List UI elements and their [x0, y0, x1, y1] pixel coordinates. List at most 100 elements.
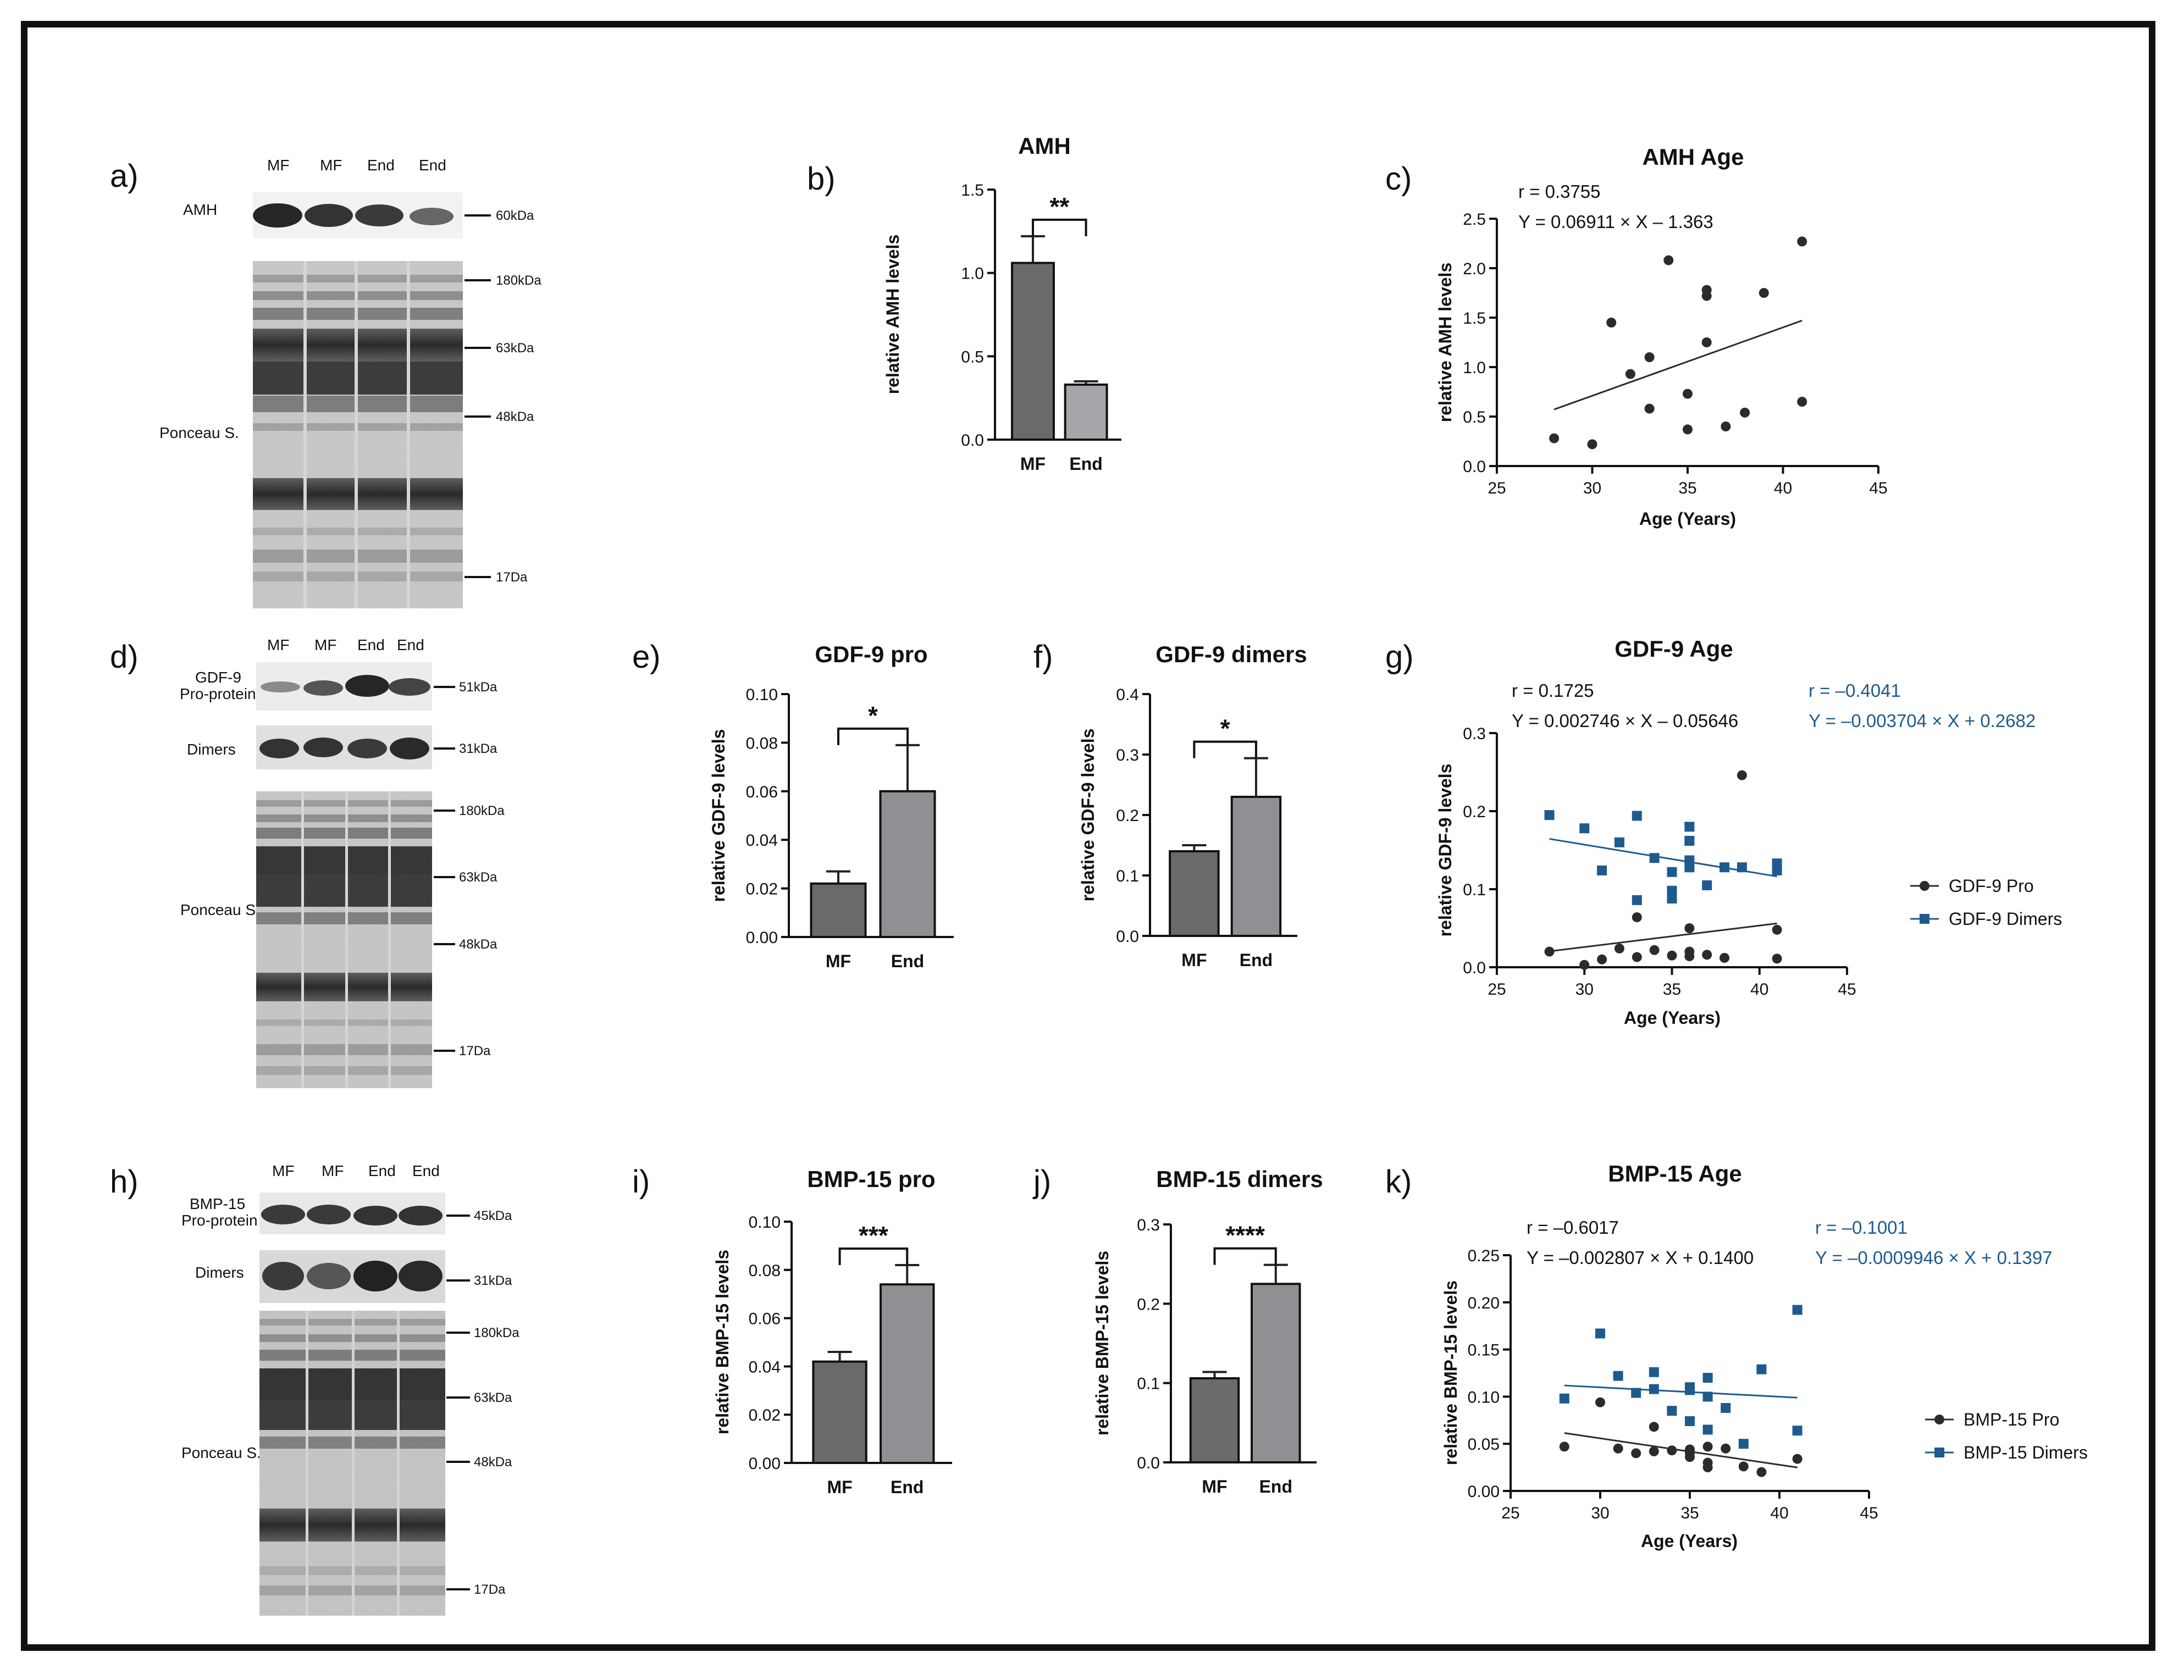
legend-marker: [1920, 881, 1929, 891]
western-blot-amh: a) MF MF End End AMH Ponceau S.: [110, 157, 541, 608]
x-axis-label: Age (Years): [1639, 509, 1736, 529]
x-tick-label: MF: [1202, 1477, 1227, 1496]
y-tick-label: 0.06: [749, 1310, 781, 1328]
lane-label: MF: [267, 636, 289, 653]
data-point: [1702, 1391, 1713, 1402]
data-point: [1579, 823, 1590, 834]
regression-line: [1549, 922, 1777, 952]
marker-label: 48kDa: [459, 937, 497, 952]
size-markers: [446, 1215, 470, 1590]
y-tick-label: 1.5: [961, 181, 984, 199]
size-markers: [465, 214, 491, 578]
amh-bands: [253, 203, 454, 228]
chart-title: AMH Age: [1642, 144, 1744, 170]
significance-stars: ****: [1225, 1221, 1265, 1250]
y-tick-label: 0.08: [749, 1262, 781, 1280]
data-point: [1684, 951, 1695, 962]
y-axis-label: relative GDF-9 levels: [1078, 729, 1098, 902]
data-point: [1667, 894, 1677, 904]
data-point: [1667, 1406, 1677, 1416]
panel-label-h: h): [110, 1164, 139, 1200]
panel-label: i): [632, 1164, 650, 1200]
data-point: [1587, 439, 1597, 450]
data-point: [1595, 1397, 1605, 1407]
data-point: [1702, 1373, 1713, 1383]
marker-label: 17Da: [459, 1044, 491, 1058]
legend-marker: [1934, 1448, 1944, 1457]
marker-label: 31kDa: [474, 1273, 512, 1288]
bar-chart-gdf9-dimers: f) GDF-9 dimers relative GDF-9 levels 0.0 0.…: [1033, 639, 1307, 970]
significance-bracket: [1193, 740, 1257, 758]
chart-title: BMP-15 dimers: [1156, 1166, 1323, 1192]
x-tick-label: 35: [1680, 1504, 1699, 1522]
significance-bracket: [837, 727, 909, 745]
bar-mf: [1011, 262, 1055, 441]
data-point: [1632, 895, 1642, 905]
x-tick-label: MF: [827, 1477, 852, 1497]
data-point: [1797, 397, 1807, 407]
western-blot-bmp15: h) MF MF End End BMP-15 Pro-protein Dime…: [110, 1162, 519, 1616]
data-point: [1740, 407, 1750, 418]
regression-equation: Y = 0.06911 × X – 1.363: [1518, 212, 1713, 232]
bmp15-dimer-bands: [262, 1261, 443, 1291]
data-point: [1719, 862, 1730, 873]
marker-label: 48kDa: [474, 1455, 512, 1470]
data-point: [1579, 960, 1590, 970]
marker-label: 31kDa: [459, 741, 497, 756]
regression-line: [1564, 1384, 1798, 1399]
data-point: [1649, 1367, 1659, 1377]
y-tick-label: 0.2: [1463, 803, 1486, 821]
marker-label: 63kDa: [459, 870, 497, 885]
x-tick-label: MF: [1181, 950, 1207, 970]
x-tick-label: 45: [1860, 1504, 1878, 1522]
x-axis-label: Age (Years): [1641, 1531, 1738, 1551]
y-axis-label: relative BMP-15 levels: [1092, 1251, 1112, 1435]
correlation-r: r = 0.3755: [1518, 181, 1601, 202]
y-axis-label: relative BMP-15 levels: [1441, 1280, 1461, 1465]
data-point: [1759, 288, 1769, 298]
legend-label: BMP-15 Dimers: [1964, 1443, 2088, 1462]
data-point: [1667, 867, 1677, 877]
y-tick-label: 0.2: [1137, 1295, 1160, 1313]
regression-equation: Y = 0.002746 × X – 0.05646: [1512, 711, 1738, 731]
marker-label: 45kDa: [474, 1208, 512, 1223]
significance-bracket: [1213, 1247, 1277, 1265]
x-tick-label: 30: [1575, 980, 1594, 999]
data-point: [1772, 865, 1782, 875]
lane-label: End: [367, 157, 395, 174]
y-tick-label: 0.08: [746, 734, 778, 752]
data-point: [1737, 770, 1747, 780]
y-tick-label: 0.5: [961, 348, 984, 366]
lane-label: End: [368, 1162, 396, 1179]
y-tick-label: 0.2: [1116, 807, 1139, 825]
y-tick-label: 0.3: [1137, 1216, 1160, 1234]
y-tick-label: 0.0: [1137, 1454, 1160, 1472]
data-point: [1756, 1467, 1767, 1477]
regression-equation: Y = –0.002807 × X + 0.1400: [1527, 1247, 1754, 1268]
marker-label: 60kDa: [496, 208, 534, 223]
correlation-r: r = –0.6017: [1527, 1217, 1619, 1238]
bar-mf: [1169, 850, 1220, 937]
y-tick-label: 0.15: [1468, 1341, 1500, 1360]
y-tick-label: 0.02: [749, 1406, 781, 1424]
x-tick-label: 35: [1663, 980, 1681, 999]
data-point: [1667, 1445, 1677, 1456]
data-point: [1632, 811, 1642, 821]
data-point: [1595, 1328, 1605, 1339]
chart-title: AMH: [1018, 133, 1071, 159]
data-point: [1792, 1305, 1803, 1315]
regression-line: [1564, 1432, 1798, 1468]
lane-label: End: [412, 1162, 440, 1179]
data-point: [1719, 952, 1730, 963]
data-point: [1701, 291, 1712, 301]
y-tick-label: 1.0: [1463, 359, 1486, 377]
significance-stars: **: [1049, 192, 1069, 221]
y-tick-label: 0.00: [1468, 1483, 1500, 1501]
x-tick-label: 40: [1770, 1504, 1788, 1522]
size-markers: [434, 686, 455, 1052]
panel-label: j): [1032, 1164, 1051, 1200]
y-tick-label: 0.10: [749, 1213, 781, 1232]
data-point: [1644, 403, 1655, 414]
x-tick-label: MF: [1020, 454, 1046, 474]
y-tick-label: 1.5: [1463, 309, 1486, 328]
